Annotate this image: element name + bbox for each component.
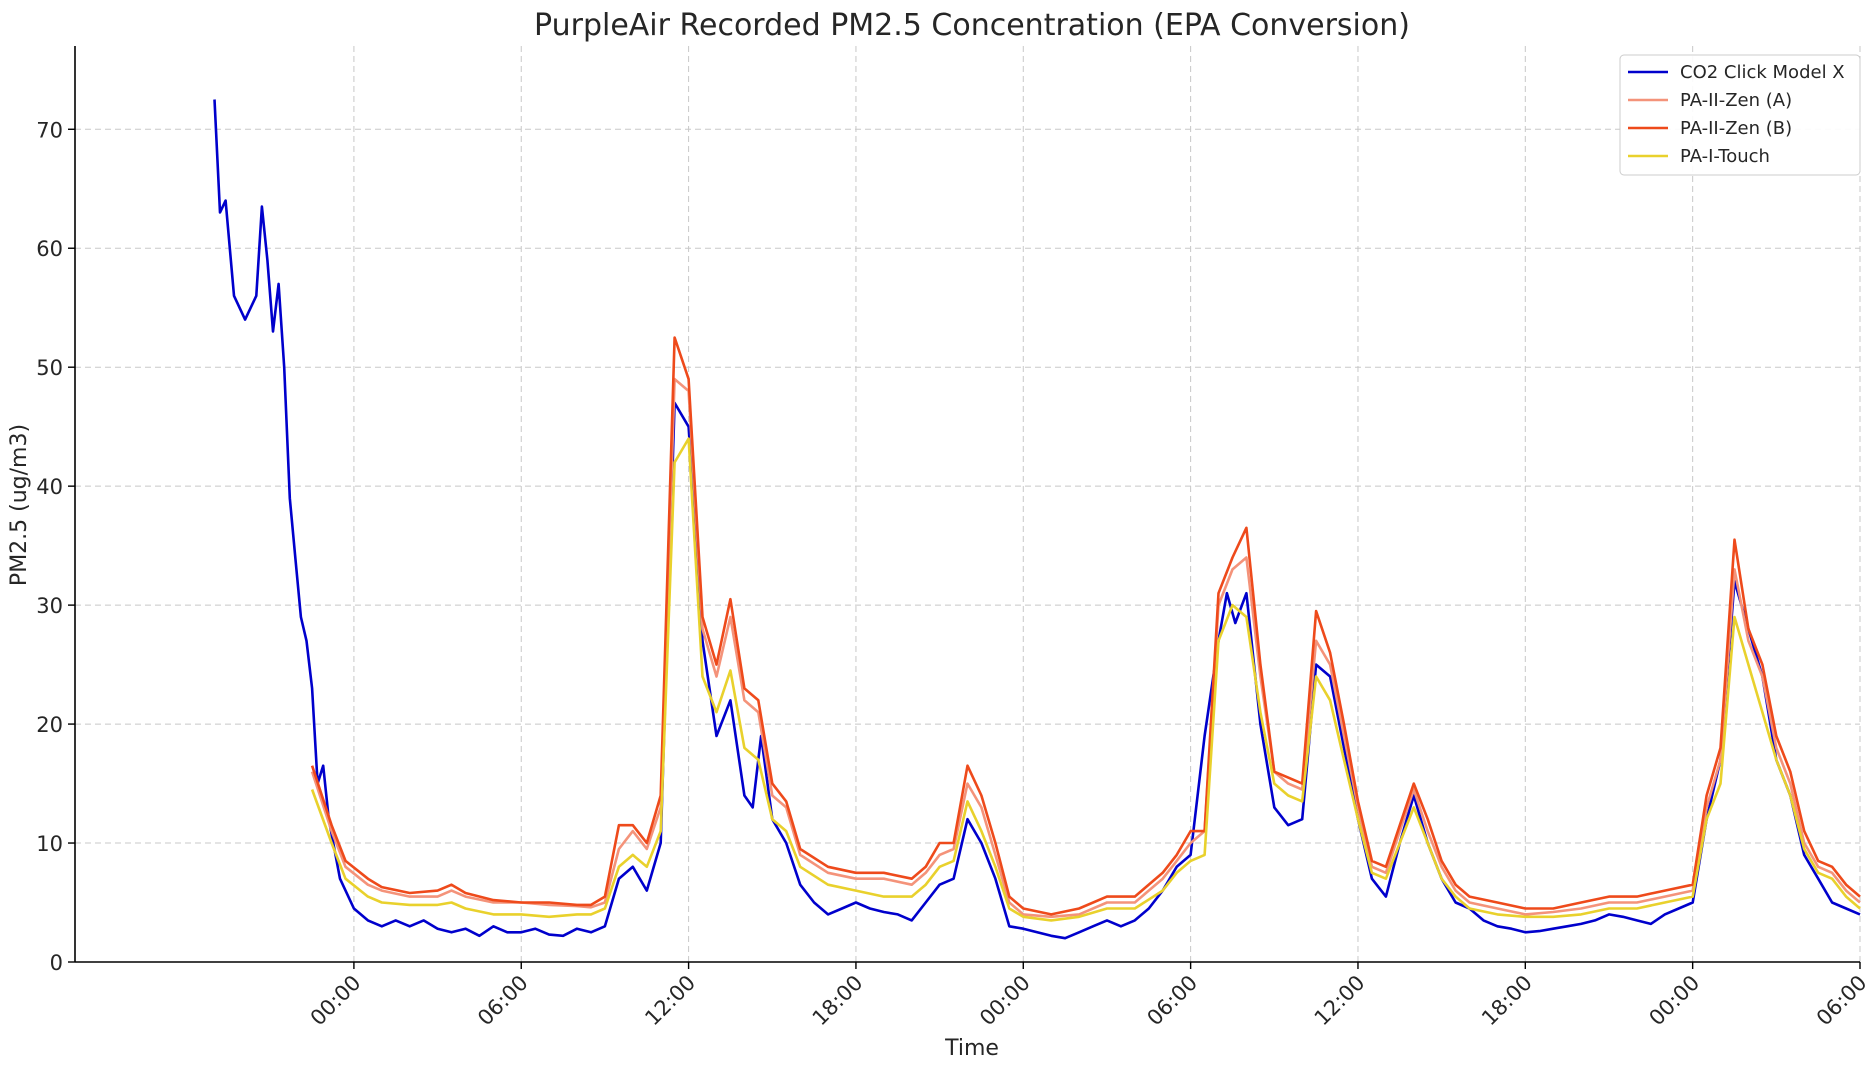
series-line-3 [310,336,1861,916]
x-tick-label: 00:00 [306,971,366,1031]
series-line-1 [213,99,1861,940]
x-tick-label: 18:00 [1477,971,1537,1031]
legend-label: PA-II-Zen (B) [1680,118,1792,139]
y-tick-label: 20 [36,713,63,737]
axes [74,46,1860,963]
legend-box [1619,54,1861,176]
y-tick-label: 10 [36,832,63,856]
y-tick-label: 60 [36,237,63,261]
x-tick-label: 00:00 [1644,971,1704,1031]
legend-label: PA-II-Zen (A) [1680,90,1792,111]
ticks: 0 10 20 30 40 50 60 70 00:00 06:00 12:00 18:00 00:00… [36,118,1871,1030]
x-tick-label: 00:00 [975,971,1035,1031]
x-tick-label: 06:00 [473,971,533,1031]
y-tick-label: 40 [36,475,63,499]
y-tick-label: 0 [50,951,63,975]
x-axis-label: Time [944,1036,999,1061]
y-tick-label: 30 [36,594,63,618]
x-tick-label: 18:00 [808,971,868,1031]
grid [75,46,1861,963]
x-tick-label: 12:00 [640,971,700,1031]
legend-label: PA-I-Touch [1680,146,1770,167]
x-tick-label: 06:00 [1812,971,1872,1031]
x-tick-label: 06:00 [1142,971,1202,1031]
legend: CO2 Click Model X PA-II-Zen (A) PA-II-Zen … [1619,54,1861,176]
chart-title: PurpleAir Recorded PM2.5 Concentration (… [534,8,1410,43]
y-tick-label: 50 [36,356,63,380]
legend-label: CO2 Click Model X [1680,62,1845,83]
series-line-2 [310,377,1861,919]
series-lines [213,99,1861,940]
y-tick-label: 70 [36,118,63,142]
y-axis-label: PM2.5 (ug/m3) [7,424,32,586]
series-line-4 [310,437,1861,922]
x-tick-label: 12:00 [1310,971,1370,1031]
